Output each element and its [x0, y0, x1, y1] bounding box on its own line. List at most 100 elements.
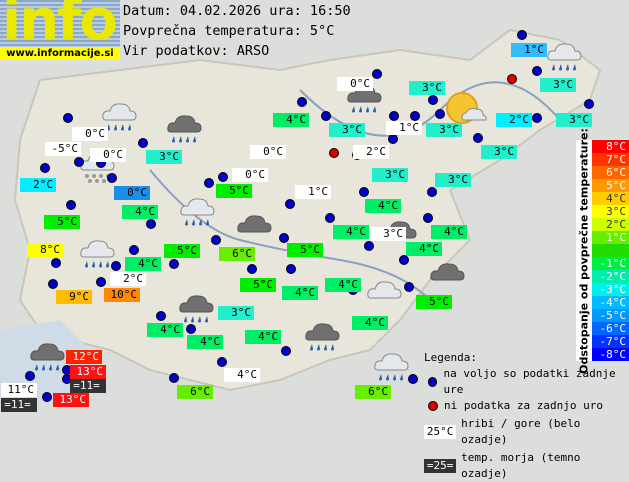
station-dot[interactable]	[146, 219, 156, 229]
scale-row: 7°C	[592, 153, 629, 166]
station-temperature-label: 3°C	[218, 306, 254, 320]
station-temperature-label: 4°C	[352, 316, 388, 330]
station-temperature-label: 4°C	[273, 113, 309, 127]
station-dot[interactable]	[321, 111, 331, 121]
scale-row: 2°C	[592, 218, 629, 231]
station-dot[interactable]	[389, 111, 399, 121]
legend-mountain: hribi / gore (belo ozadje)	[461, 417, 581, 446]
station-dot[interactable]	[74, 157, 84, 167]
station-dot[interactable]	[388, 134, 398, 144]
cloud-dark-icon	[235, 212, 273, 250]
scale-row: -1°C	[592, 257, 629, 270]
station-dot[interactable]	[42, 392, 52, 402]
station-temperature-label: 4°C	[406, 242, 442, 256]
station-temperature-label: 1°C	[295, 185, 331, 199]
station-dot[interactable]	[428, 95, 438, 105]
station-dot[interactable]	[399, 255, 409, 265]
station-dot[interactable]	[279, 233, 289, 243]
station-dot[interactable]	[427, 187, 437, 197]
station-temperature-label: 2°C	[353, 145, 389, 159]
station-dot[interactable]	[156, 311, 166, 321]
station-dot[interactable]	[217, 357, 227, 367]
mountain-sample: 25°C	[424, 425, 457, 439]
station-temperature-label: 4°C	[431, 225, 467, 239]
station-dot[interactable]	[286, 264, 296, 274]
station-dot-no-data[interactable]	[507, 74, 517, 84]
scale-row: -4°C	[592, 296, 629, 309]
station-dot[interactable]	[96, 277, 106, 287]
station-dot[interactable]	[186, 324, 196, 334]
station-dot[interactable]	[532, 113, 542, 123]
station-temperature-label: 4°C	[365, 199, 401, 213]
station-dot-no-data[interactable]	[329, 148, 339, 158]
station-dot[interactable]	[285, 199, 295, 209]
station-dot[interactable]	[281, 346, 291, 356]
rain-cloud-dark-icon	[165, 112, 203, 150]
station-dot[interactable]	[297, 97, 307, 107]
station-dot[interactable]	[410, 111, 420, 121]
station-temperature-label: 3°C	[146, 150, 182, 164]
station-temperature-label: 4°C	[125, 257, 161, 271]
station-temperature-label: 3°C	[435, 173, 471, 187]
station-dot[interactable]	[372, 69, 382, 79]
station-dot[interactable]	[129, 245, 139, 255]
station-dot[interactable]	[138, 138, 148, 148]
scale-row: 6°C	[592, 166, 629, 179]
station-dot[interactable]	[107, 173, 117, 183]
station-temperature-label: 4°C	[122, 205, 158, 219]
station-dot[interactable]	[325, 213, 335, 223]
station-temperature-label: 3°C	[426, 123, 462, 137]
rain-cloud-dark-icon	[28, 340, 66, 378]
station-temperature-label: 10°C	[104, 288, 140, 302]
station-dot[interactable]	[211, 235, 221, 245]
scale-row: -3°C	[592, 283, 629, 296]
logo[interactable]: info www.informacije.si	[0, 0, 120, 60]
station-temperature-label: 3°C	[481, 145, 517, 159]
station-temperature-label: 5°C	[216, 184, 252, 198]
scale-row: -5°C	[592, 309, 629, 322]
station-dot[interactable]	[517, 30, 527, 40]
station-dot[interactable]	[25, 371, 35, 381]
scale-row: 1°C	[592, 231, 629, 244]
station-dot[interactable]	[111, 261, 121, 271]
station-temperature-label: 4°C	[224, 368, 260, 382]
rain-cloud-dark-icon	[303, 320, 341, 358]
station-dot[interactable]	[169, 373, 179, 383]
station-dot[interactable]	[359, 187, 369, 197]
logo-url[interactable]: www.informacije.si	[0, 47, 120, 60]
date-line: Datum: 04.02.2026 ura: 16:50	[123, 3, 351, 19]
legend-available: na voljo so podatki zadnje ure	[443, 367, 616, 396]
station-dot[interactable]	[435, 109, 445, 119]
station-dot[interactable]	[408, 374, 418, 384]
station-dot[interactable]	[169, 259, 179, 269]
scale-row: 8°C	[592, 140, 629, 153]
station-temperature-label: 0°C	[250, 145, 286, 159]
scale-row: -2°C	[592, 270, 629, 283]
station-dot[interactable]	[218, 172, 228, 182]
station-dot[interactable]	[247, 264, 257, 274]
rain-cloud-light-icon	[178, 195, 216, 233]
station-dot[interactable]	[66, 200, 76, 210]
station-temperature-label: 3°C	[540, 78, 576, 92]
station-dot[interactable]	[51, 258, 61, 268]
station-temperature-label: 5°C	[44, 215, 80, 229]
station-dot[interactable]	[48, 279, 58, 289]
station-temperature-label: 3°C	[370, 227, 406, 241]
station-dot[interactable]	[63, 113, 73, 123]
station-dot[interactable]	[404, 282, 414, 292]
station-temperature-label: 4°C	[325, 278, 361, 292]
station-dot[interactable]	[40, 163, 50, 173]
station-dot[interactable]	[364, 241, 374, 251]
station-temperature-label: =11=	[70, 379, 106, 393]
station-dot[interactable]	[584, 99, 594, 109]
rain-cloud-light-icon	[372, 350, 410, 388]
station-dot[interactable]	[423, 213, 433, 223]
station-dot[interactable]	[532, 66, 542, 76]
station-temperature-label: 4°C	[187, 335, 223, 349]
sun-cloud-icon	[445, 90, 489, 134]
station-dot[interactable]	[473, 133, 483, 143]
station-temperature-label: =11=	[1, 398, 37, 412]
station-temperature-label: 9°C	[56, 290, 92, 304]
station-temperature-label: 3°C	[372, 168, 408, 182]
station-dot[interactable]	[204, 178, 214, 188]
